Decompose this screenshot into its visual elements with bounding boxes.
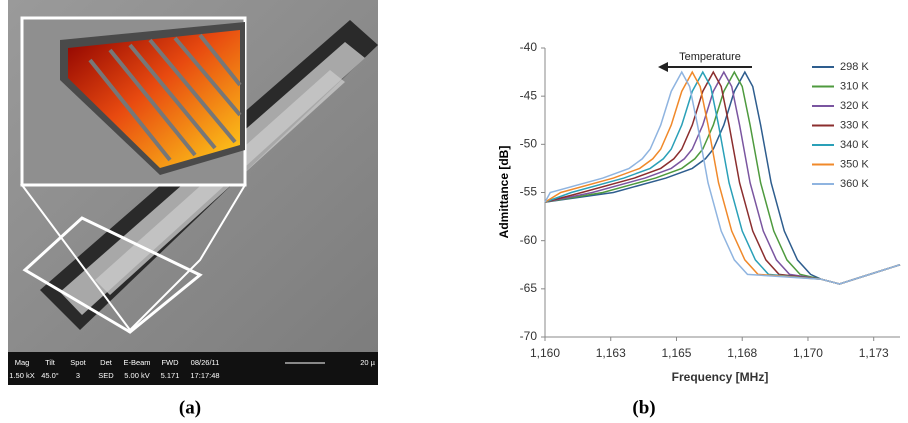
sem-info-value: 5.171: [161, 371, 180, 380]
annotation: Temperature: [679, 51, 741, 63]
series-line: [544, 70, 901, 285]
sem-info-label: 08/26/11: [191, 358, 220, 367]
sem-info-value: 5.00 kV: [124, 371, 149, 380]
x-tick-label: 1,170: [793, 346, 823, 360]
panel-label: (b): [632, 397, 655, 418]
legend-label: 310 K: [840, 80, 869, 92]
annotation-arrowhead: [658, 62, 668, 72]
sem-info-value: 45.0°: [41, 371, 59, 380]
x-tick-label: 1,163: [596, 346, 626, 360]
y-tick-label: -45: [520, 88, 538, 102]
y-axis-label: Admittance [dB]: [497, 146, 511, 239]
x-tick-label: 1,173: [859, 346, 889, 360]
legend-label: 350 K: [840, 158, 869, 170]
y-tick-label: -40: [520, 40, 538, 54]
scale-label: 20 µ: [360, 358, 375, 367]
sem-info-label: E-Beam: [123, 358, 150, 367]
legend-label: 340 K: [840, 139, 869, 151]
x-tick-label: 1,168: [727, 346, 757, 360]
y-tick-label: -50: [520, 137, 538, 151]
x-axis-label: Frequency [MHz]: [672, 370, 769, 384]
sem-info-label: Spot: [70, 358, 86, 367]
sem-info-label: FWD: [161, 358, 179, 367]
legend-label: 360 K: [840, 178, 869, 190]
y-tick-label: -65: [520, 281, 538, 295]
sem-info-label: Det: [100, 358, 113, 367]
sem-info-label: Mag: [15, 358, 30, 367]
y-tick-label: -60: [520, 233, 538, 247]
sem-info-label: Tilt: [45, 358, 56, 367]
legend-label: 298 K: [840, 61, 869, 73]
sem-info-value: 1.50 kX: [9, 371, 34, 380]
panel-label: (a): [179, 397, 201, 418]
legend-label: 320 K: [840, 100, 869, 112]
y-tick-label: -70: [520, 329, 538, 343]
y-tick-label: -55: [520, 185, 538, 199]
sem-info-value: SED: [98, 371, 114, 380]
x-tick-label: 1,160: [530, 346, 560, 360]
legend-label: 330 K: [840, 119, 869, 131]
sem-info-value: 3: [76, 371, 80, 380]
x-tick-label: 1,165: [661, 346, 691, 360]
sem-image: [8, 0, 378, 385]
sem-info-value: 17:17:48: [190, 371, 219, 380]
